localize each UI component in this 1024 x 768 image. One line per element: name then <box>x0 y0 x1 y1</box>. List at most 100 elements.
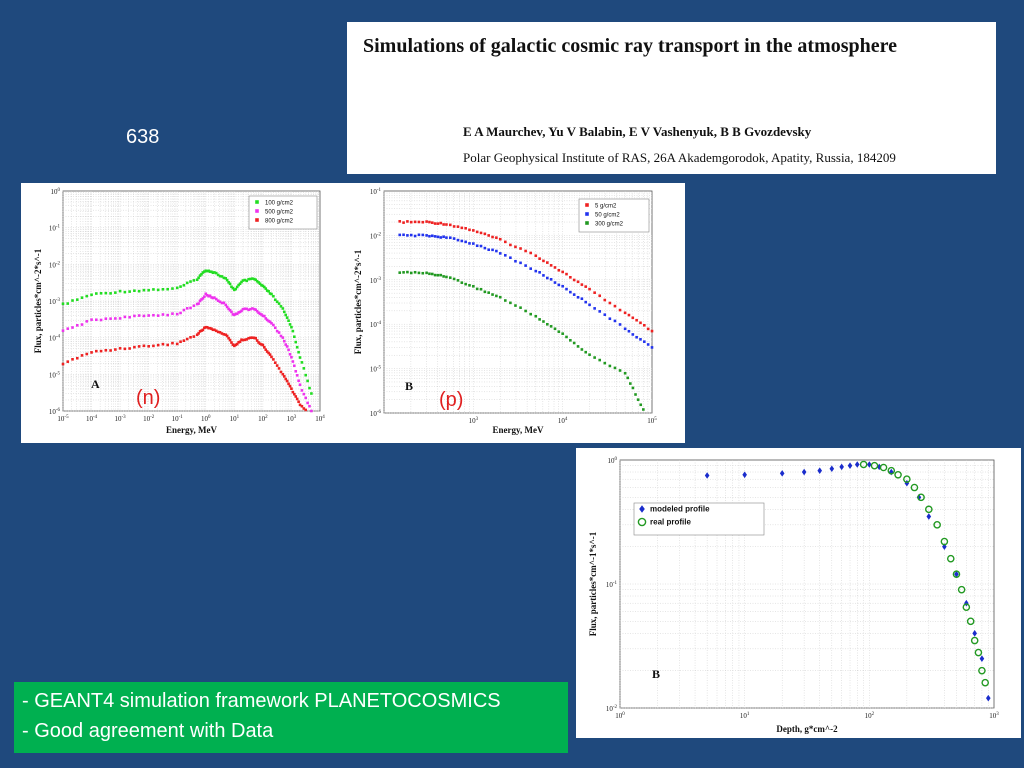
x-tick-exp: 1 <box>237 415 240 420</box>
data-point <box>186 307 189 310</box>
data-point <box>272 324 275 327</box>
data-point <box>577 345 580 348</box>
data-point <box>128 316 131 319</box>
data-point <box>524 250 527 253</box>
data-point <box>171 342 174 345</box>
data-point <box>509 256 512 259</box>
data-point <box>588 304 591 307</box>
legend-entry: real profile <box>650 518 691 527</box>
data-point <box>267 290 270 293</box>
y-tick-exp: -6 <box>377 410 382 415</box>
summary-box: - GEANT4 simulation framework PLANETOCOS… <box>14 682 568 753</box>
data-point <box>272 295 275 298</box>
data-point <box>554 281 557 284</box>
data-point <box>603 313 606 316</box>
data-point <box>179 340 182 343</box>
data-point <box>294 370 297 373</box>
data-point <box>524 310 527 313</box>
data-point <box>418 272 421 275</box>
data-point <box>558 284 561 287</box>
data-point <box>414 271 417 274</box>
data-point <box>529 267 532 270</box>
data-point <box>504 254 507 257</box>
data-point <box>310 410 313 413</box>
data-point <box>514 304 517 307</box>
data-point <box>449 276 452 279</box>
data-point <box>402 221 405 224</box>
data-point <box>71 299 74 302</box>
chart-depth-profile: 100 101 102 10310-210-1100Depth, g*cm^-2Flu… <box>576 448 1021 738</box>
data-point <box>282 336 285 339</box>
data-point <box>283 375 286 378</box>
data-point <box>550 278 553 281</box>
data-point <box>651 330 654 333</box>
data-point <box>584 285 587 288</box>
data-point <box>491 249 494 252</box>
data-point <box>546 323 549 326</box>
data-point <box>558 269 561 272</box>
data-point <box>229 283 232 286</box>
data-point <box>624 327 627 330</box>
data-point <box>464 227 467 230</box>
x-tick-exp: 1 <box>747 712 750 717</box>
data-point <box>453 225 456 228</box>
data-point <box>558 330 561 333</box>
data-point <box>421 221 424 224</box>
data-point <box>642 408 645 411</box>
data-point <box>66 327 69 330</box>
data-point <box>561 285 564 288</box>
data-point <box>437 274 440 277</box>
legend: 5 g/cm250 g/cm2300 g/cm2 <box>579 199 649 232</box>
data-point <box>499 238 502 241</box>
data-point <box>274 326 277 329</box>
data-point <box>480 232 483 235</box>
data-point <box>143 289 146 292</box>
data-point <box>542 274 545 277</box>
data-point <box>449 236 452 239</box>
data-point <box>626 377 629 380</box>
data-point <box>624 312 627 315</box>
data-point <box>293 393 296 396</box>
data-point <box>577 280 580 283</box>
data-point <box>593 307 596 310</box>
data-point <box>109 349 112 352</box>
panel-label: B <box>652 667 660 681</box>
data-point <box>162 288 165 291</box>
data-point <box>472 242 475 245</box>
y-tick-exp: -5 <box>377 366 382 371</box>
data-point <box>406 234 409 237</box>
data-point <box>639 403 642 406</box>
data-point <box>628 314 631 317</box>
panel-label: B <box>405 379 413 393</box>
x-tick-label: 102 <box>258 415 268 423</box>
x-tick-exp: 0 <box>208 415 211 420</box>
data-point <box>286 380 289 383</box>
data-point <box>299 356 302 359</box>
data-point <box>619 369 622 372</box>
data-point <box>289 323 292 326</box>
x-tick-label: 102 <box>865 712 875 720</box>
data-point <box>598 294 601 297</box>
data-point <box>76 298 79 301</box>
y-tick-label: 100 <box>51 188 61 196</box>
data-point <box>565 273 568 276</box>
x-tick-exp: 3 <box>294 415 297 420</box>
data-point <box>476 288 479 291</box>
x-tick-label: 101 <box>740 712 750 720</box>
data-point <box>628 330 631 333</box>
data-point <box>491 293 494 296</box>
data-point <box>306 380 309 383</box>
data-point <box>632 387 635 390</box>
legend: 100 g/cm2500 g/cm2800 g/cm2 <box>249 196 317 229</box>
y-tick-exp: -2 <box>56 261 61 266</box>
data-point <box>643 324 646 327</box>
y-tick-exp: -3 <box>56 298 61 303</box>
data-point <box>293 364 296 367</box>
data-point <box>468 284 471 287</box>
data-point <box>292 330 295 333</box>
data-point <box>263 346 266 349</box>
data-point <box>269 353 272 356</box>
data-point <box>189 280 192 283</box>
data-point <box>286 316 289 319</box>
data-point <box>95 350 98 353</box>
